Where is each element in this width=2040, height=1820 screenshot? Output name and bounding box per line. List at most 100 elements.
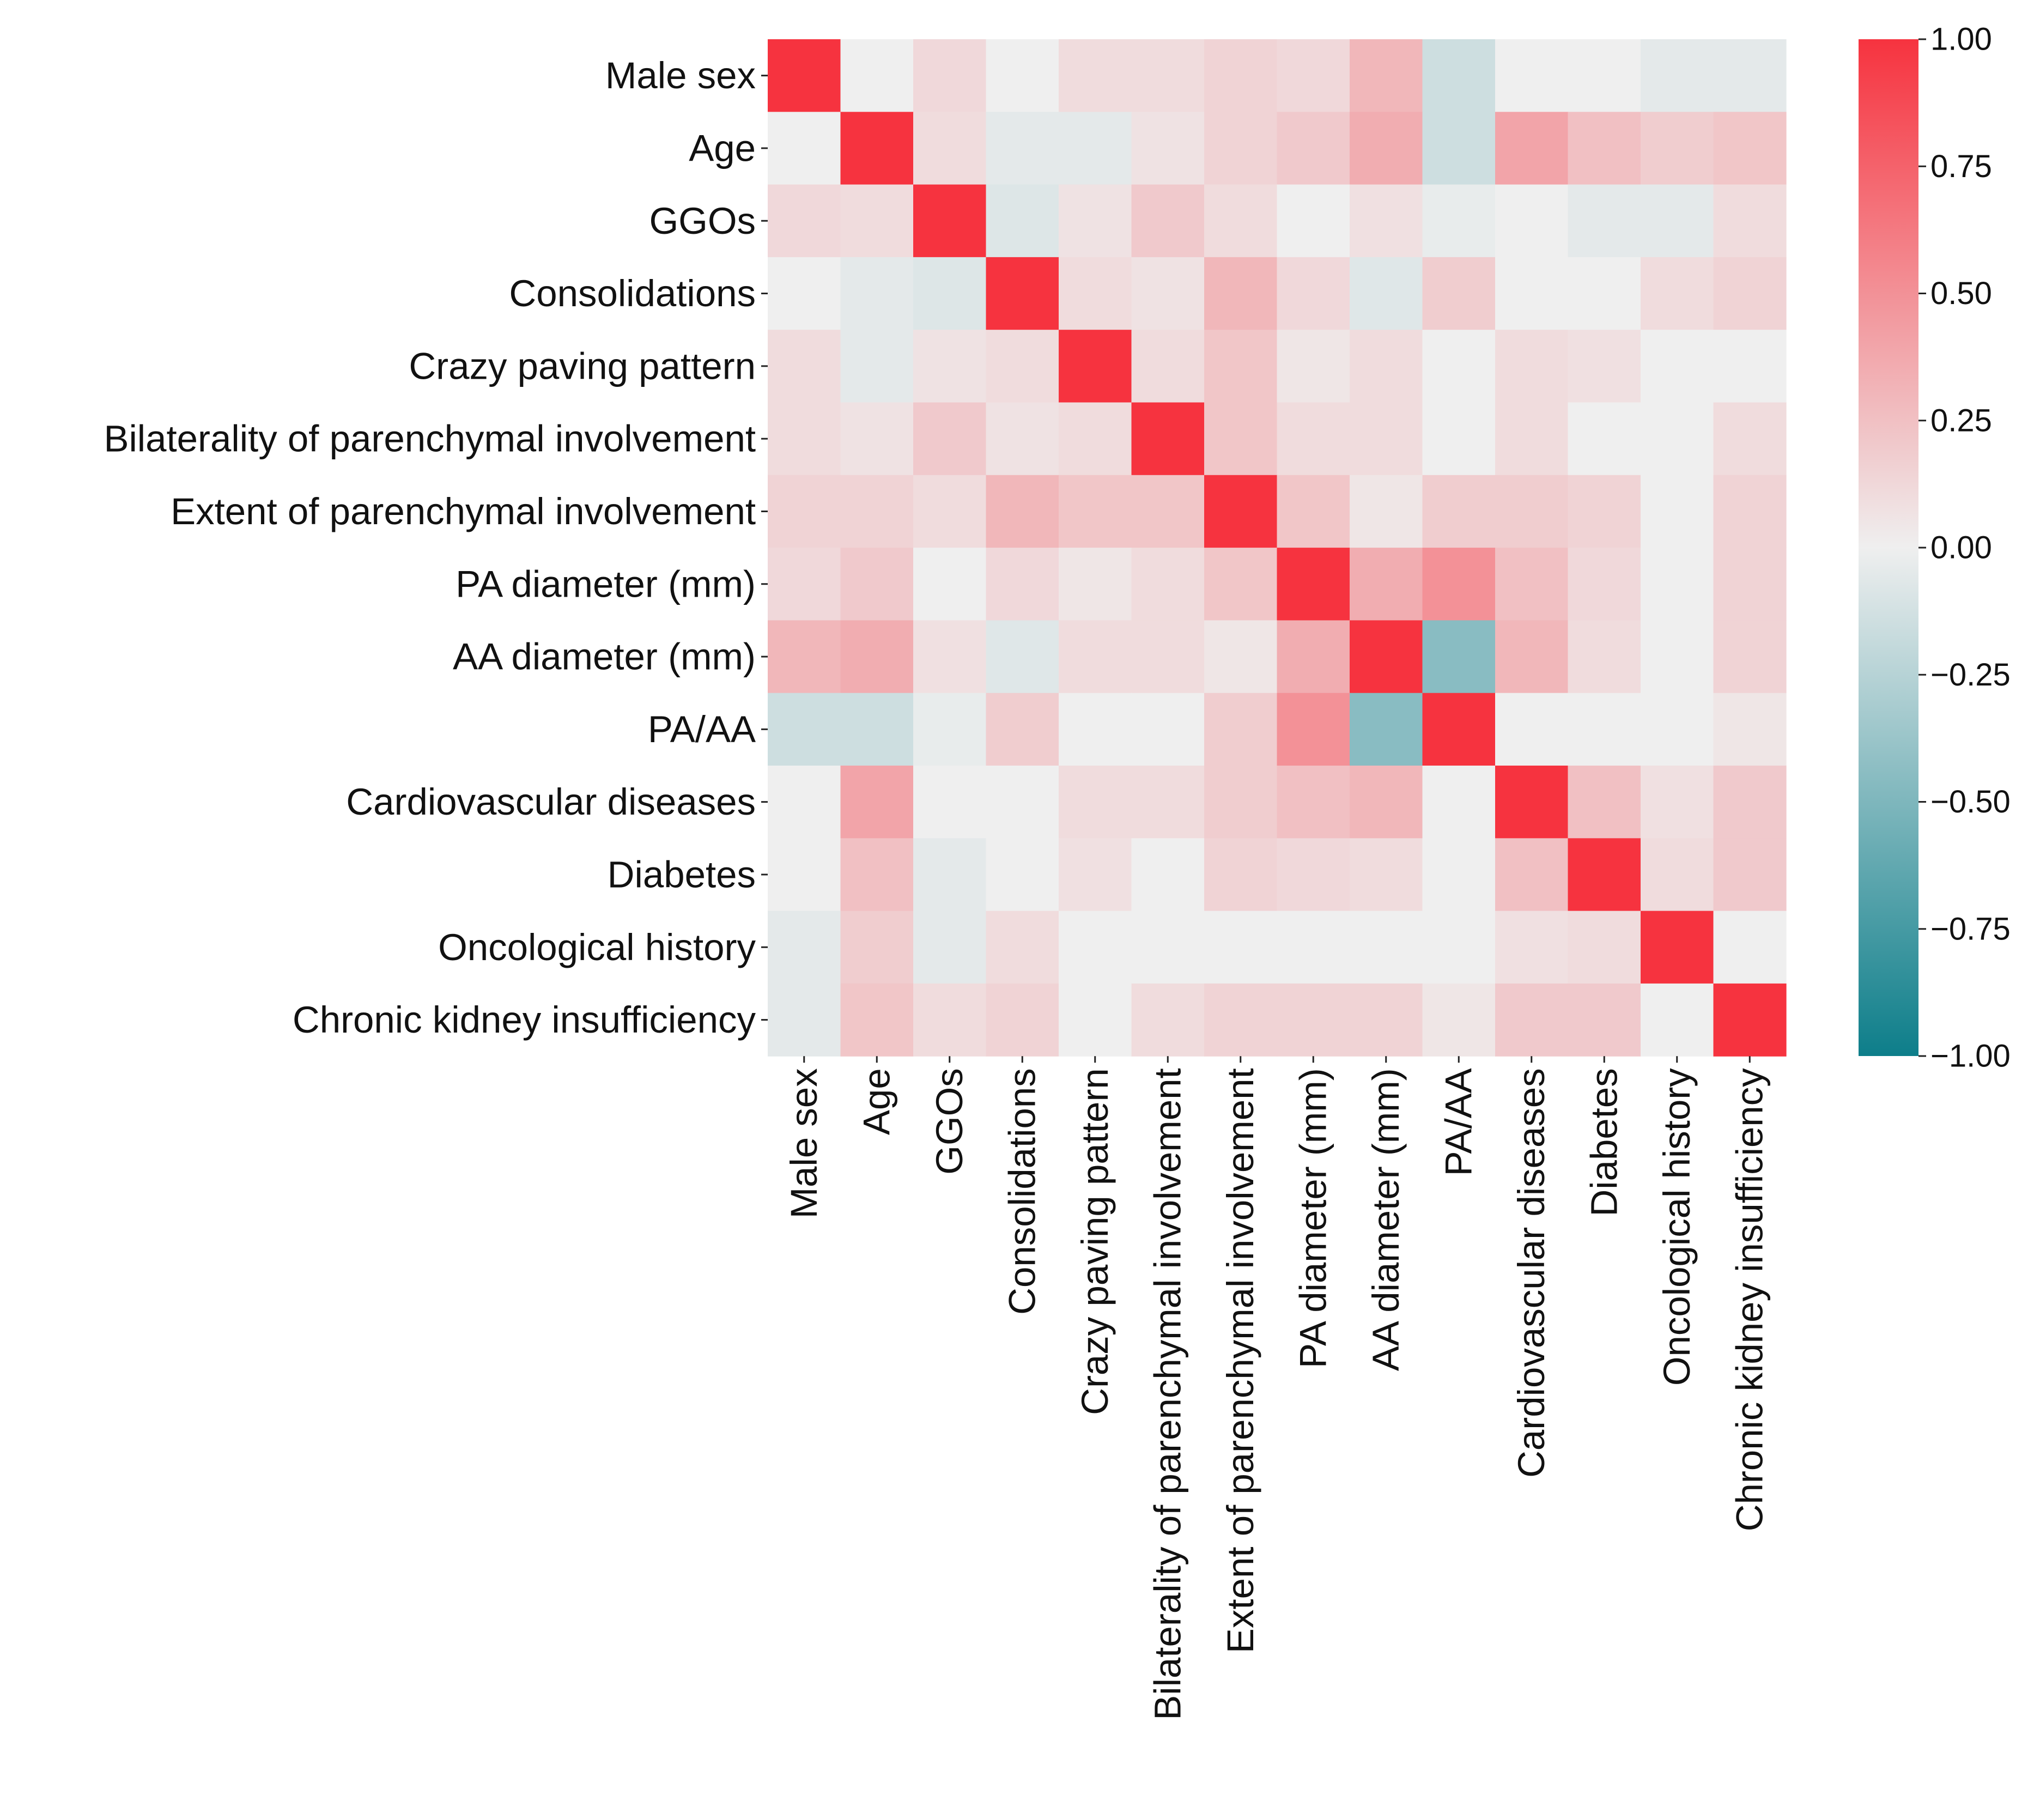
column-labels: Male sex Age GGOs Consolidations Crazy pavin… bbox=[783, 1056, 1771, 1720]
heatmap-cell-crazy-paving-pattern-x-pa-diameter-mm bbox=[1277, 330, 1350, 403]
heatmap-cell-aa-diameter-mm-x-crazy-paving-pattern bbox=[1059, 620, 1132, 694]
heatmap-cell-oncological-history-x-pa-aa bbox=[1422, 911, 1496, 984]
heatmap-cell-aa-diameter-mm-x-diabetes bbox=[1568, 620, 1641, 694]
heatmap-cell-aa-diameter-mm-x-oncological-history bbox=[1641, 620, 1714, 694]
heatmap-cell-ggos-x-age bbox=[840, 184, 914, 258]
heatmap-cell-crazy-paving-pattern-x-oncological-history bbox=[1641, 330, 1714, 403]
heatmap-cell-consolidations-x-aa-diameter-mm bbox=[1350, 257, 1423, 330]
heatmap-cell-pa-diameter-mm-x-oncological-history bbox=[1641, 548, 1714, 621]
colorbar: 1.00 0.75 0.50 0.25 0.00 −0.25 −0.50 −0.75 −1.00 bbox=[1859, 22, 2011, 1074]
heatmap-cell-diabetes-x-chronic-kidney-insufficiency bbox=[1713, 838, 1787, 912]
row-label-crazy-paving-pattern: Crazy paving pattern bbox=[409, 345, 756, 387]
heatmap-cell-cardiovascular-diseases-x-consolidations bbox=[986, 766, 1059, 839]
heatmap-cell-oncological-history-x-crazy-paving-pattern bbox=[1059, 911, 1132, 984]
heatmap-cell-ggos-x-male-sex bbox=[768, 184, 841, 258]
heatmap-cell-pa-aa-x-age bbox=[840, 693, 914, 766]
heatmap-cell-chronic-kidney-insufficiency-x-aa-diameter-mm bbox=[1350, 983, 1423, 1057]
heatmap-cell-oncological-history-x-male-sex bbox=[768, 911, 841, 984]
heatmap-cell-diabetes-x-cardiovascular-diseases bbox=[1495, 838, 1569, 912]
heatmap-cell-cardiovascular-diseases-x-crazy-paving-pattern bbox=[1059, 766, 1132, 839]
heatmap-cell-male-sex-x-extent-of-parenchymal-involvement bbox=[1204, 39, 1278, 112]
heatmap-cell-ggos-x-ggos bbox=[913, 184, 987, 258]
heatmap-cell-oncological-history-x-aa-diameter-mm bbox=[1350, 911, 1423, 984]
heatmap-cell-diabetes-x-ggos bbox=[913, 838, 987, 912]
col-label-cardiovascular-diseases: Cardiovascular diseases bbox=[1510, 1068, 1552, 1478]
heatmap-cell-extent-of-parenchymal-involvement-x-diabetes bbox=[1568, 475, 1641, 548]
heatmap-cell-cardiovascular-diseases-x-pa-diameter-mm bbox=[1277, 766, 1350, 839]
heatmap-cell-male-sex-x-oncological-history bbox=[1641, 39, 1714, 112]
heatmap-cell-pa-diameter-mm-x-extent-of-parenchymal-involvement bbox=[1204, 548, 1278, 621]
heatmap-cell-crazy-paving-pattern-x-aa-diameter-mm bbox=[1350, 330, 1423, 403]
heatmap-cell-cardiovascular-diseases-x-cardiovascular-diseases bbox=[1495, 766, 1569, 839]
col-label-crazy-paving-pattern: Crazy paving pattern bbox=[1074, 1068, 1116, 1415]
colorbar-tick-label-3: 0.25 bbox=[1930, 403, 1992, 438]
heatmap-cell-extent-of-parenchymal-involvement-x-crazy-paving-pattern bbox=[1059, 475, 1132, 548]
row-label-chronic-kidney-insufficiency: Chronic kidney insufficiency bbox=[293, 999, 756, 1041]
heatmap-cell-male-sex-x-consolidations bbox=[986, 39, 1059, 112]
heatmap-cell-consolidations-x-extent-of-parenchymal-involvement bbox=[1204, 257, 1278, 330]
heatmap-cell-age-x-oncological-history bbox=[1641, 112, 1714, 185]
heatmap-cell-bilaterality-of-parenchymal-involvement-x-chronic-kidney-insufficiency bbox=[1713, 402, 1787, 476]
heatmap-cell-pa-aa-x-cardiovascular-diseases bbox=[1495, 693, 1569, 766]
heatmap-cell-oncological-history-x-extent-of-parenchymal-involvement bbox=[1204, 911, 1278, 984]
heatmap-cell-crazy-paving-pattern-x-age bbox=[840, 330, 914, 403]
heatmap-cell-bilaterality-of-parenchymal-involvement-x-consolidations bbox=[986, 402, 1059, 476]
heatmap-cell-extent-of-parenchymal-involvement-x-oncological-history bbox=[1641, 475, 1714, 548]
heatmap-cell-aa-diameter-mm-x-pa-diameter-mm bbox=[1277, 620, 1350, 694]
heatmap-cell-chronic-kidney-insufficiency-x-age bbox=[840, 983, 914, 1057]
heatmap-cell-pa-aa-x-chronic-kidney-insufficiency bbox=[1713, 693, 1787, 766]
heatmap-cell-diabetes-x-aa-diameter-mm bbox=[1350, 838, 1423, 912]
heatmap-cell-bilaterality-of-parenchymal-involvement-x-diabetes bbox=[1568, 402, 1641, 476]
heatmap-cell-ggos-x-diabetes bbox=[1568, 184, 1641, 258]
heatmap-cell-cardiovascular-diseases-x-pa-aa bbox=[1422, 766, 1496, 839]
heatmap-cell-chronic-kidney-insufficiency-x-bilaterality-of-parenchymal-involvement bbox=[1131, 983, 1205, 1057]
heatmap-cell-male-sex-x-chronic-kidney-insufficiency bbox=[1713, 39, 1787, 112]
heatmap-cell-oncological-history-x-consolidations bbox=[986, 911, 1059, 984]
colorbar-tick-label-6: −0.50 bbox=[1930, 784, 2011, 820]
heatmap-cell-male-sex-x-age bbox=[840, 39, 914, 112]
heatmap-cell-diabetes-x-pa-aa bbox=[1422, 838, 1496, 912]
heatmap-cell-cardiovascular-diseases-x-ggos bbox=[913, 766, 987, 839]
col-label-consolidations: Consolidations bbox=[1001, 1068, 1043, 1315]
colorbar-tick-label-2: 0.50 bbox=[1930, 276, 1992, 311]
colorbar-tick-label-7: −0.75 bbox=[1930, 911, 2011, 947]
heatmap-cell-chronic-kidney-insufficiency-x-ggos bbox=[913, 983, 987, 1057]
row-label-ggos: GGOs bbox=[649, 200, 756, 242]
heatmap-cell-male-sex-x-cardiovascular-diseases bbox=[1495, 39, 1569, 112]
heatmap-cell-pa-diameter-mm-x-consolidations bbox=[986, 548, 1059, 621]
heatmap-cell-ggos-x-pa-aa bbox=[1422, 184, 1496, 258]
heatmap-cell-male-sex-x-diabetes bbox=[1568, 39, 1641, 112]
heatmap-cell-extent-of-parenchymal-involvement-x-pa-diameter-mm bbox=[1277, 475, 1350, 548]
heatmap-cell-pa-aa-x-pa-diameter-mm bbox=[1277, 693, 1350, 766]
heatmap-cell-consolidations-x-oncological-history bbox=[1641, 257, 1714, 330]
row-label-consolidations: Consolidations bbox=[509, 272, 756, 314]
heatmap-cell-pa-diameter-mm-x-pa-aa bbox=[1422, 548, 1496, 621]
heatmap-cell-oncological-history-x-age bbox=[840, 911, 914, 984]
heatmap-cell-chronic-kidney-insufficiency-x-chronic-kidney-insufficiency bbox=[1713, 983, 1787, 1057]
heatmap-cell-oncological-history-x-pa-diameter-mm bbox=[1277, 911, 1350, 984]
row-label-diabetes: Diabetes bbox=[608, 853, 756, 895]
heatmap-cell-consolidations-x-consolidations bbox=[986, 257, 1059, 330]
heatmap-cell-chronic-kidney-insufficiency-x-oncological-history bbox=[1641, 983, 1714, 1057]
heatmap-cell-consolidations-x-age bbox=[840, 257, 914, 330]
heatmap-cell-age-x-extent-of-parenchymal-involvement bbox=[1204, 112, 1278, 185]
heatmap-cell-oncological-history-x-cardiovascular-diseases bbox=[1495, 911, 1569, 984]
heatmap-cell-male-sex-x-pa-aa bbox=[1422, 39, 1496, 112]
heatmap-cell-pa-diameter-mm-x-bilaterality-of-parenchymal-involvement bbox=[1131, 548, 1205, 621]
heatmap-cell-pa-diameter-mm-x-ggos bbox=[913, 548, 987, 621]
heatmap-cell-pa-diameter-mm-x-male-sex bbox=[768, 548, 841, 621]
row-label-male-sex: Male sex bbox=[605, 54, 756, 96]
heatmap-cell-age-x-age bbox=[840, 112, 914, 185]
heatmap-cell-cardiovascular-diseases-x-extent-of-parenchymal-involvement bbox=[1204, 766, 1278, 839]
heatmap-cell-age-x-cardiovascular-diseases bbox=[1495, 112, 1569, 185]
heatmap-cell-ggos-x-extent-of-parenchymal-involvement bbox=[1204, 184, 1278, 258]
heatmap-cell-pa-aa-x-ggos bbox=[913, 693, 987, 766]
heatmap-cell-ggos-x-cardiovascular-diseases bbox=[1495, 184, 1569, 258]
col-label-age: Age bbox=[856, 1068, 898, 1135]
heatmap-cell-age-x-aa-diameter-mm bbox=[1350, 112, 1423, 185]
heatmap-cell-age-x-pa-aa bbox=[1422, 112, 1496, 185]
heatmap-cell-aa-diameter-mm-x-ggos bbox=[913, 620, 987, 694]
row-labels: Male sex Age GGOs Consolidations Crazy pavin… bbox=[104, 54, 768, 1041]
heatmap-cell-pa-aa-x-crazy-paving-pattern bbox=[1059, 693, 1132, 766]
